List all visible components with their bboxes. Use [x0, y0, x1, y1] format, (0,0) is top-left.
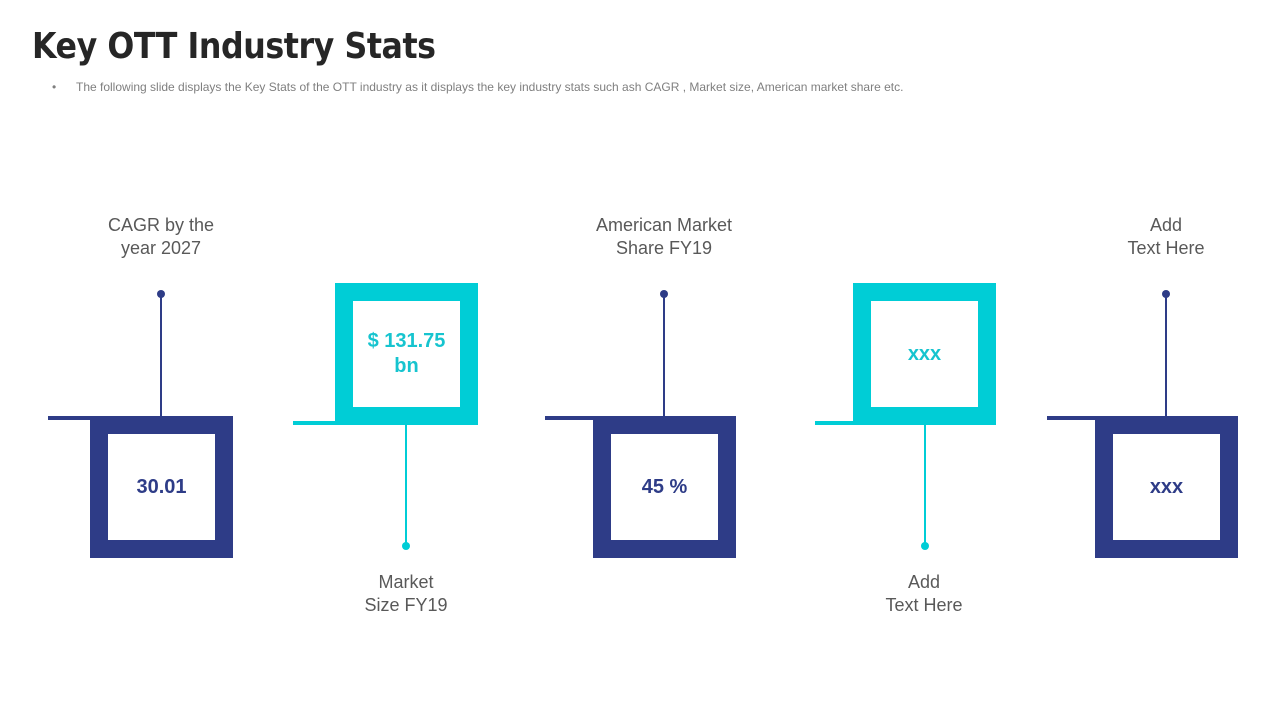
- stat-label-line: Market: [378, 572, 434, 592]
- base-line: [48, 416, 108, 420]
- bullet-icon: •: [52, 80, 57, 94]
- base-line: [1047, 416, 1107, 420]
- stat-value: 30.01: [136, 475, 187, 498]
- stat-label-line: American Market: [595, 215, 733, 235]
- stat-value: xxx: [1149, 475, 1184, 498]
- stat-label: American Market Share FY19: [574, 214, 754, 260]
- base-line: [293, 421, 353, 425]
- stat-value: 45 %: [641, 475, 688, 498]
- connector-line: [405, 425, 407, 546]
- base-line: [815, 421, 875, 425]
- stat-value: $ 131.75 bn: [368, 329, 446, 379]
- stat-label-line: Share FY19: [615, 238, 713, 258]
- stat-label-line: CAGR by the: [107, 215, 215, 235]
- connector-line: [663, 294, 665, 418]
- stat-label-line: Add: [1149, 215, 1183, 235]
- stat-label-line: year 2027: [120, 238, 202, 258]
- connector-dot: [402, 542, 410, 550]
- stat-label-line: Size FY19: [364, 595, 448, 615]
- connector-line: [924, 425, 926, 546]
- page-title: Key OTT Industry Stats: [32, 26, 436, 67]
- stat-label: Market Size FY19: [316, 571, 496, 617]
- connector-line: [160, 294, 162, 418]
- base-line: [545, 416, 605, 420]
- stat-label-line: Text Here: [885, 595, 963, 615]
- stat-value: xxx: [907, 342, 942, 365]
- stat-label-line: Text Here: [1127, 238, 1205, 258]
- stat-value-box: 45 %: [593, 416, 736, 558]
- stat-value-box: $ 131.75 bn: [335, 283, 478, 425]
- slide-description: The following slide displays the Key Sta…: [76, 80, 904, 94]
- stat-label: CAGR by the year 2027: [71, 214, 251, 260]
- stat-value-line: bn: [394, 355, 419, 377]
- stat-value-line: $ 131.75: [367, 330, 446, 352]
- stat-label: Add Text Here: [1076, 214, 1256, 260]
- stat-value-box: xxx: [1095, 416, 1238, 558]
- stat-value-box: 30.01: [90, 416, 233, 558]
- stat-label: Add Text Here: [834, 571, 1014, 617]
- connector-dot: [921, 542, 929, 550]
- stat-label-line: Add: [907, 572, 941, 592]
- connector-line: [1165, 294, 1167, 418]
- stat-value-box: xxx: [853, 283, 996, 425]
